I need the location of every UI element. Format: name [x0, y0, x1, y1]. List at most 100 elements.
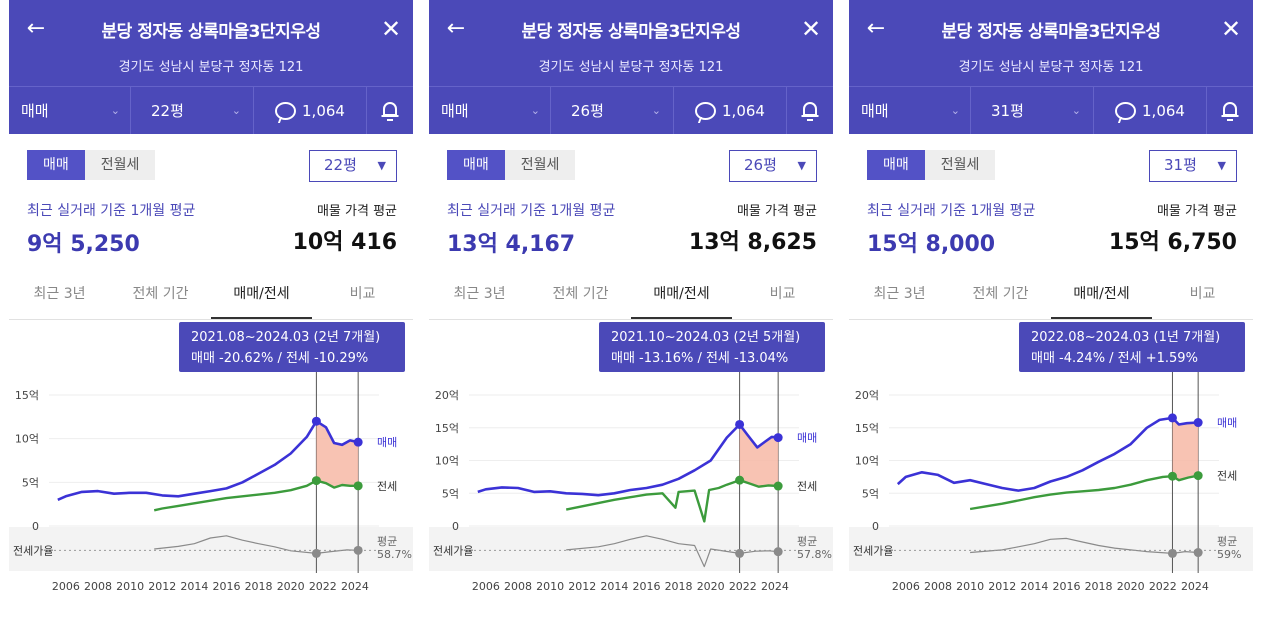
- ratio-avg-label: 평균: [797, 535, 817, 548]
- back-arrow-icon[interactable]: ←: [446, 16, 466, 41]
- trade-type-dropdown[interactable]: 매매 ⌄: [9, 87, 131, 134]
- range-point: [735, 475, 745, 485]
- tab-all-period[interactable]: 전체 기간: [552, 286, 609, 302]
- segment-trade[interactable]: 매매: [867, 150, 925, 180]
- ratio-label: 전세가율: [853, 544, 893, 557]
- page-title: 분당 정자동 상록마을3단지우성: [941, 21, 1162, 42]
- size-select[interactable]: 31평 ▼: [1149, 150, 1237, 182]
- size-dropdown[interactable]: 31평 ⌄: [971, 87, 1094, 134]
- tab-recent-3y[interactable]: 최근 3년: [453, 286, 506, 302]
- range-point: [311, 476, 321, 486]
- segment-rent[interactable]: 전월세: [924, 150, 996, 180]
- segment-trade[interactable]: 매매: [27, 150, 85, 180]
- size-select[interactable]: 22평 ▼: [309, 150, 397, 182]
- chevron-down-icon: ⌄: [950, 104, 960, 117]
- notification-button[interactable]: [787, 87, 833, 134]
- segment-rent[interactable]: 전월세: [504, 150, 576, 180]
- segment-rent[interactable]: 전월세: [84, 150, 156, 180]
- tab-all-period[interactable]: 전체 기간: [972, 286, 1029, 302]
- tooltip-change: 매매 -20.62% / 전세 -10.29%: [191, 351, 368, 366]
- comments-button[interactable]: 1,064: [1094, 87, 1207, 134]
- y-tick-label: 10억: [855, 455, 879, 468]
- x-tick-label: 2020: [697, 580, 725, 593]
- x-tick-label: 2006: [52, 580, 80, 593]
- ask-price-value: 15억 6,750: [1108, 230, 1237, 255]
- range-point: [1193, 548, 1203, 558]
- comments-button[interactable]: 1,064: [674, 87, 787, 134]
- range-tooltip: 2021.10~2024.03 (2년 5개월) 매매 -13.16% / 전세 …: [599, 322, 825, 372]
- range-point: [1167, 548, 1177, 558]
- chevron-down-icon: ⌄: [231, 104, 241, 117]
- notification-button[interactable]: [367, 87, 413, 134]
- x-tick-label: 2012: [988, 580, 1016, 593]
- range-point: [773, 433, 783, 443]
- address-text: 경기도 성남시 분당구 정자동 121: [958, 60, 1144, 75]
- size-label: 31평: [991, 102, 1024, 120]
- notification-button[interactable]: [1207, 87, 1253, 134]
- range-point: [353, 481, 363, 491]
- trade-type-dropdown[interactable]: 매매 ⌄: [849, 87, 971, 134]
- size-dropdown[interactable]: 22평 ⌄: [131, 87, 254, 134]
- ratio-band: [429, 527, 833, 571]
- series-label: 매매: [1217, 417, 1237, 430]
- toolbar: 매매 ⌄ 26평 ⌄ 1,064: [429, 86, 833, 134]
- x-tick-label: 2018: [245, 580, 273, 593]
- range-fill-area: [1172, 417, 1199, 481]
- ask-price-value: 13억 8,625: [688, 230, 817, 255]
- close-icon[interactable]: ✕: [380, 15, 402, 43]
- back-arrow-icon[interactable]: ←: [866, 16, 886, 41]
- tab-compare[interactable]: 비교: [769, 286, 796, 302]
- close-icon[interactable]: ✕: [800, 15, 822, 43]
- toolbar: 매매 ⌄ 31평 ⌄ 1,064: [849, 86, 1253, 134]
- app-header: ← 분당 정자동 상록마을3단지우성 ✕ 경기도 성남시 분당구 정자동 121…: [429, 0, 833, 134]
- range-point: [773, 481, 783, 491]
- tab-trade-jeonse[interactable]: 매매/전세: [1051, 280, 1152, 319]
- range-point: [735, 548, 745, 558]
- series-label: 전세: [797, 480, 817, 493]
- tab-compare[interactable]: 비교: [349, 286, 376, 302]
- y-tick-label: 15억: [15, 389, 39, 402]
- ratio-avg-value: 59%: [1217, 548, 1241, 561]
- tooltip-change: 매매 -13.16% / 전세 -13.04%: [611, 351, 788, 366]
- x-tick-label: 2020: [1117, 580, 1145, 593]
- x-tick-label: 2024: [761, 580, 789, 593]
- x-tick-label: 2022: [1149, 580, 1177, 593]
- range-fill-area: [316, 421, 359, 488]
- tooltip-period: 2021.08~2024.03 (2년 7개월): [191, 330, 380, 345]
- comment-count: 1,064: [302, 101, 345, 120]
- ratio-label: 전세가율: [13, 544, 53, 557]
- x-tick-label: 2014: [180, 580, 208, 593]
- trade-type-dropdown[interactable]: 매매 ⌄: [429, 87, 551, 134]
- tooltip-period: 2021.10~2024.03 (2년 5개월): [611, 330, 800, 345]
- comment-bubble-icon: [695, 101, 717, 120]
- tooltip-box: [599, 322, 825, 372]
- segment-trade[interactable]: 매매: [447, 150, 505, 180]
- ask-price-label: 매물 가격 평균: [736, 204, 817, 219]
- back-arrow-icon[interactable]: ←: [26, 16, 46, 41]
- tab-compare[interactable]: 비교: [1189, 286, 1216, 302]
- size-dropdown[interactable]: 26평 ⌄: [551, 87, 674, 134]
- size-select[interactable]: 26평 ▼: [729, 150, 817, 182]
- y-tick-label: 5억: [442, 487, 459, 500]
- x-tick-label: 2016: [632, 580, 660, 593]
- y-tick-label: 15억: [435, 422, 459, 435]
- range-tooltip: 2022.08~2024.03 (1년 7개월) 매매 -4.24% / 전세 +…: [1019, 322, 1245, 372]
- x-tick-label: 2024: [341, 580, 369, 593]
- tab-trade-jeonse[interactable]: 매매/전세: [211, 280, 312, 319]
- tab-trade-jeonse[interactable]: 매매/전세: [631, 280, 732, 319]
- close-icon[interactable]: ✕: [1220, 15, 1242, 43]
- tab-all-period[interactable]: 전체 기간: [132, 286, 189, 302]
- size-select-value: 22평: [324, 156, 357, 174]
- chevron-down-icon: ⌄: [110, 104, 120, 117]
- tooltip-box: [1019, 322, 1245, 372]
- price-panel: ← 분당 정자동 상록마을3단지우성 ✕ 경기도 성남시 분당구 정자동 121…: [9, 0, 413, 618]
- chevron-down-icon: ⌄: [530, 104, 540, 117]
- tab-recent-3y[interactable]: 최근 3년: [33, 286, 86, 302]
- tab-recent-3y[interactable]: 최근 3년: [873, 286, 926, 302]
- chevron-down-icon: ⌄: [1071, 104, 1081, 117]
- comments-button[interactable]: 1,064: [254, 87, 367, 134]
- comment-bubble-icon: [275, 101, 297, 120]
